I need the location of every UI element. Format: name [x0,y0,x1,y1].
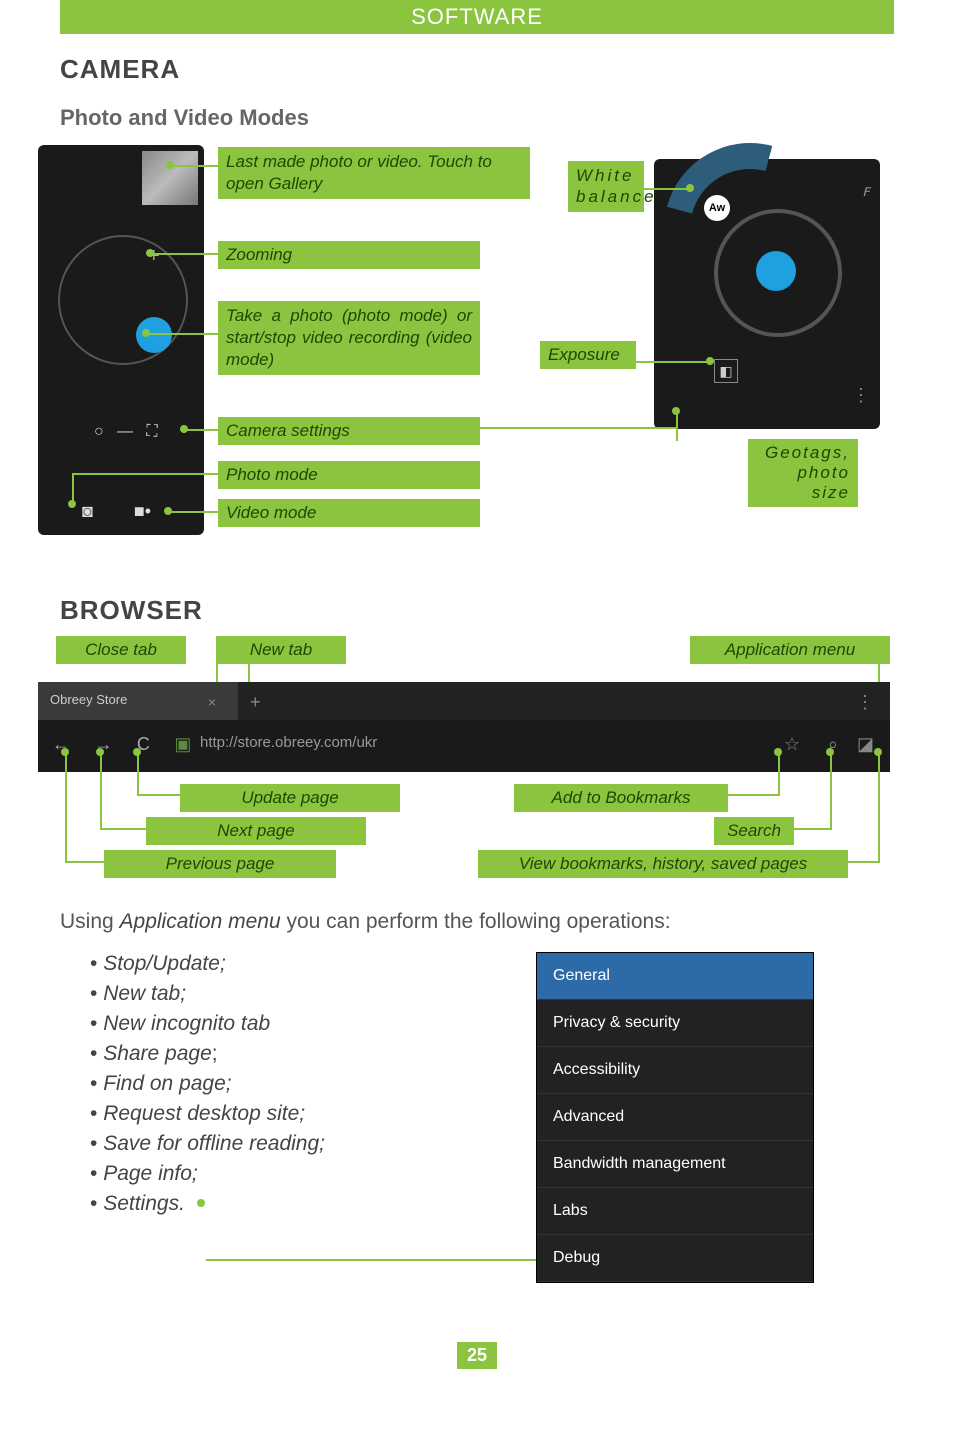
label-update-page: Update page [180,784,400,812]
label-app-menu: Application menu [690,636,890,664]
settings-item-general[interactable]: General [537,953,813,1000]
browser-nav-row: ← → C ▣ [38,720,890,772]
star-icon[interactable]: ☆ [784,734,800,755]
label-zooming: Zooming [218,241,480,269]
more-icon[interactable]: ⋮ [852,385,870,406]
software-header: SOFTWARE [60,0,894,34]
camera-screenshot-left: + ○ — ⛶ ◙ ■• [38,145,204,535]
label-new-tab: New tab [216,636,346,664]
browser-heading: BROWSER [60,595,934,626]
white-balance-icon[interactable]: Aw [704,195,730,221]
label-photo-mode: Photo mode [218,461,480,489]
browser-diagram: Close tab New tab Application menu Obree… [20,636,934,886]
label-prev-page: Previous page [104,850,336,878]
settings-item-advanced[interactable]: Advanced [537,1094,813,1141]
shutter-button-2[interactable] [756,251,796,291]
settings-menu-screenshot: General Privacy & security Accessibility… [536,952,814,1283]
label-shutter: Take a photo (photo mode) or start/stop … [218,301,480,375]
shutter-button[interactable] [136,317,172,353]
flash-icon[interactable]: ꜰ [862,181,870,201]
label-last-photo: Last made photo or video. Touch to open … [218,147,530,199]
label-search: Search [714,817,794,845]
new-tab-icon[interactable]: + [250,692,261,713]
label-camera-settings: Camera settings [218,417,480,445]
camera-screenshot-right: ꜰ Aw ◧ ⋮ [654,159,880,429]
browser-screenshot: Obreey Store × + ← → C ▣ http://store.ob… [38,682,890,772]
settings-item-bandwidth[interactable]: Bandwidth management [537,1141,813,1188]
label-exposure: Exposure [540,341,636,369]
url-text[interactable]: http://store.obreey.com/ukr [200,734,377,751]
video-mode-icon[interactable]: ■• [134,501,151,521]
camera-diagram: + ○ — ⛶ ◙ ■• ꜰ Aw ◧ ⋮ Last made photo or… [20,145,934,545]
settings-item-labs[interactable]: Labs [537,1188,813,1235]
label-next-page: Next page [146,817,366,845]
label-add-bookmarks: Add to Bookmarks [514,784,728,812]
label-video-mode: Video mode [218,499,480,527]
bookmark-icon[interactable]: ◪ [857,734,874,755]
app-menu-intro: Using Application menu you can perform t… [60,906,894,938]
label-close-tab: Close tab [56,636,186,664]
label-view-bookmarks: View bookmarks, history, saved pages [478,850,848,878]
site-icon: ▣ [174,734,191,755]
exposure-icon[interactable]: ◧ [714,359,738,383]
settings-item-privacy[interactable]: Privacy & security [537,1000,813,1047]
camera-options-row: ○ — ⛶ [94,423,158,441]
label-white-balance: White balance [568,161,644,212]
close-tab-icon[interactable]: × [208,694,216,710]
label-geotags: Geotags, photo size [748,439,858,507]
tab-title: Obreey Store [50,692,127,707]
gallery-thumbnail[interactable] [142,151,198,205]
settings-item-debug[interactable]: Debug [537,1235,813,1282]
photo-mode-icon[interactable]: ◙ [82,501,93,521]
camera-subheading: Photo and Video Modes [60,105,934,131]
page-number: 25 [457,1342,497,1369]
menu-dots-icon[interactable]: ⋮ [856,692,874,713]
camera-heading: CAMERA [60,54,934,85]
settings-item-accessibility[interactable]: Accessibility [537,1047,813,1094]
